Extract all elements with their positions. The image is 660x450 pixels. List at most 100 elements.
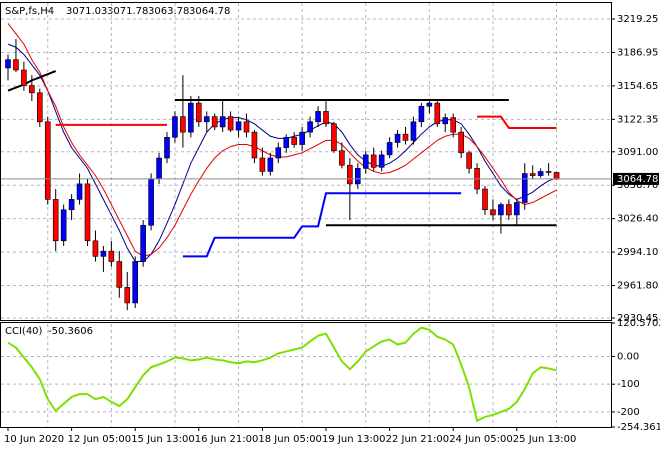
cci-title: CCI(40)	[5, 326, 43, 337]
candle-body	[5, 59, 11, 69]
candle-body	[180, 116, 186, 133]
candle-body	[537, 171, 544, 176]
indicator-line	[7, 23, 557, 257]
candle-body	[76, 183, 83, 200]
candle-body	[92, 240, 99, 257]
y-tick-label: 3122.35	[617, 114, 658, 125]
candle-body	[243, 121, 250, 133]
candle-body	[172, 116, 178, 138]
candle-body	[513, 202, 520, 216]
candle-body	[235, 121, 242, 131]
candle-body	[259, 157, 266, 172]
candle-body	[211, 116, 218, 128]
ohlc-close: 3064.78	[189, 6, 230, 17]
x-tick-label: 19 Jun 13:00	[322, 434, 386, 445]
x-tick-label: 18 Jun 05:00	[258, 434, 322, 445]
candle-body	[275, 147, 282, 159]
candle-body	[140, 224, 146, 262]
y-tick-label: 3154.65	[617, 81, 658, 92]
x-tick-label: 12 Jun 05:00	[68, 434, 132, 445]
ohlc-high: 3071.78	[107, 6, 148, 17]
candle-body	[132, 261, 138, 304]
cci-panel	[0, 322, 612, 428]
y-tick-label: 2961.80	[617, 281, 658, 292]
y-tick-label: -254.3618	[617, 422, 660, 433]
chart-title: S&P,fs,H4	[5, 6, 54, 17]
candle-body	[354, 168, 361, 185]
candle-body	[362, 154, 369, 169]
candle-body	[426, 102, 433, 107]
candle-body	[108, 250, 115, 262]
candle-body	[386, 142, 393, 156]
candle-body	[100, 250, 107, 257]
cci-last-value: -50.3606	[48, 326, 93, 337]
candle-body	[339, 150, 345, 166]
candle-body	[196, 102, 202, 123]
x-tick-label: 25 Jun 13:00	[513, 434, 577, 445]
candle-body	[498, 204, 504, 216]
indicator-line	[182, 192, 462, 258]
x-tick-label: 15 Jun 13:00	[131, 434, 195, 445]
candle-body	[291, 136, 298, 145]
candle-body	[283, 136, 290, 148]
candle-body	[44, 121, 51, 200]
y-tick-label: 3091.00	[617, 147, 658, 158]
candle-body	[323, 111, 329, 125]
y-tick-label: 3026.40	[617, 214, 658, 225]
y-tick-label: 2930.45	[617, 313, 658, 324]
candle-body	[529, 173, 536, 176]
candle-body	[482, 188, 488, 211]
candle-body	[442, 117, 449, 125]
x-tick-label: 16 Jun 21:00	[195, 434, 259, 445]
candle-body	[13, 59, 19, 71]
main-panel	[0, 2, 612, 321]
x-tick-label: 22 Jun 21:00	[386, 434, 450, 445]
candle-body	[116, 261, 123, 288]
candle-body	[203, 116, 210, 123]
candle-body	[148, 178, 154, 226]
candle-body	[29, 85, 35, 94]
candle-body	[227, 116, 234, 131]
x-tick-label: 10 Jun 2020	[4, 434, 64, 445]
y-tick-label: 120.5702	[617, 318, 660, 329]
last-price-label: 3064.78	[617, 174, 658, 185]
candle-body	[52, 199, 59, 242]
candle-body	[188, 102, 194, 133]
candle-body	[68, 199, 75, 211]
candle-body	[545, 171, 552, 173]
candle-body	[394, 133, 401, 143]
candle-body	[553, 172, 560, 180]
candle-body	[219, 116, 226, 128]
candle-body	[450, 117, 457, 133]
candle-body	[458, 131, 464, 154]
candle-body	[84, 183, 91, 242]
candle-body	[299, 131, 305, 145]
candle-body	[418, 105, 425, 123]
candle-body	[378, 154, 385, 168]
candle-body	[36, 92, 43, 123]
y-tick-label: 0.00	[617, 351, 639, 362]
candle-body	[315, 111, 321, 123]
candle-body	[124, 287, 131, 304]
candle-body	[164, 136, 170, 159]
candle-body	[402, 133, 409, 141]
candle-body	[410, 121, 417, 141]
y-tick-label: -100	[617, 379, 640, 390]
candle-body	[347, 164, 353, 185]
candle-body	[21, 69, 27, 86]
y-tick-label: 3219.25	[617, 14, 658, 25]
y-tick-label: 2994.10	[617, 247, 658, 258]
candle-body	[434, 102, 441, 125]
candle-body	[331, 123, 337, 152]
x-tick-label: 24 Jun 05:00	[449, 434, 513, 445]
candle-body	[307, 121, 313, 133]
ohlc-low: 3063.78	[148, 6, 189, 17]
y-tick-label: 3058.70	[617, 180, 658, 191]
candle-body	[267, 157, 274, 172]
candle-body	[466, 152, 472, 169]
candle-body	[521, 173, 528, 203]
y-tick-label: 3186.95	[617, 47, 658, 58]
y-tick-label: -200	[617, 407, 640, 418]
